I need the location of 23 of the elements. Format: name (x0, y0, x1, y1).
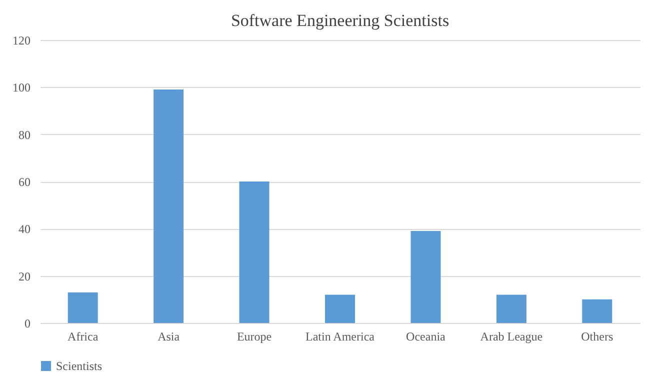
bar (68, 292, 98, 323)
bar (582, 299, 612, 323)
chart-title: Software Engineering Scientists (230, 11, 450, 30)
bar (496, 294, 526, 323)
y-tick-label: 20 (18, 269, 30, 284)
y-tick-label: 120 (12, 34, 30, 48)
legend-label: Scientists (56, 359, 102, 373)
bar (239, 182, 270, 323)
x-tick-label: Others (581, 330, 614, 344)
bar (154, 90, 184, 323)
y-tick-label: 100 (12, 80, 30, 95)
x-tick-label: Arab League (480, 330, 543, 344)
y-tick-label: 0 (24, 316, 30, 330)
x-tick-label: Latin America (306, 330, 376, 344)
x-tick-label: Europe (236, 330, 272, 344)
bar (325, 294, 355, 323)
x-tick-label: Africa (68, 330, 99, 344)
bar (410, 231, 441, 323)
x-tick-label: Oceania (406, 330, 446, 344)
y-tick-label: 60 (18, 175, 30, 189)
x-tick-label: Asia (158, 330, 180, 344)
y-tick-label: 40 (18, 222, 30, 236)
y-tick-label: 80 (18, 128, 30, 142)
